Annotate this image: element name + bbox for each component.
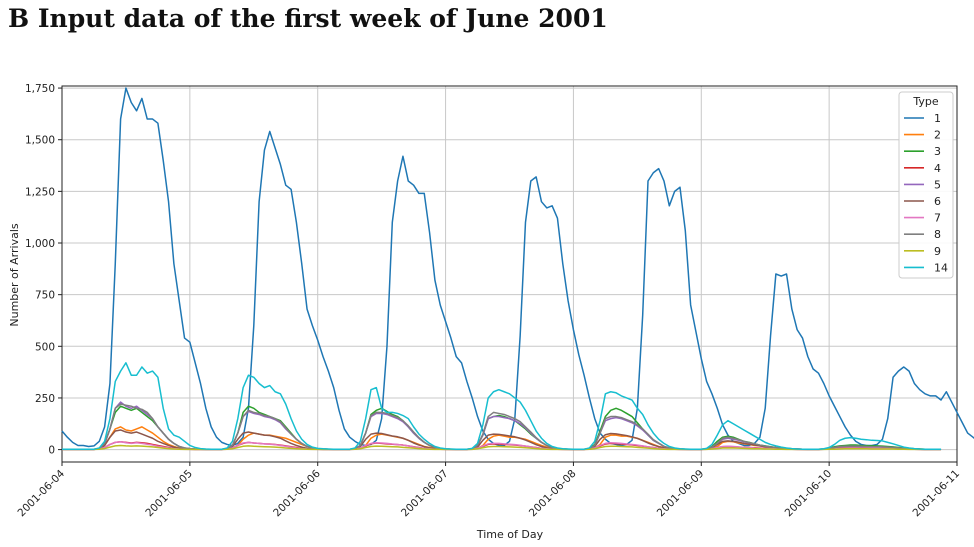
x-tick-label: 2001-06-11 [910, 468, 962, 520]
x-tick-label: 2001-06-10 [783, 468, 835, 520]
x-tick-label: 2001-06-04 [15, 467, 67, 519]
legend-label-4: 4 [934, 162, 941, 175]
legend-label-9: 9 [934, 245, 941, 258]
plot-area-frame [61, 85, 958, 463]
legend: Type 1 2 3 4 5 6 7 8 9 14 [898, 91, 954, 279]
series-line-5 [62, 401, 942, 451]
legend-label-3: 3 [934, 145, 941, 158]
legend-label-7: 7 [934, 212, 941, 225]
series-line-1 [61, 87, 974, 448]
series-line-8 [62, 403, 942, 451]
y-tick-label: 500 [35, 341, 55, 353]
x-tick-label: 2001-06-05 [143, 468, 195, 520]
y-tick-label: 750 [35, 290, 55, 302]
x-tick-label: 2001-06-09 [655, 468, 707, 520]
legend-label-6: 6 [934, 195, 941, 208]
series-line-14 [62, 362, 942, 450]
legend-label-8: 8 [934, 228, 941, 241]
grid-layer [61, 86, 958, 462]
series-line-3 [62, 405, 942, 450]
series-layer [61, 87, 974, 451]
y-axis-label: Number of Arrivals [8, 223, 21, 327]
y-tick-label: 1,750 [25, 83, 55, 95]
x-axis-ticks: 2001-06-04 2001-06-05 2001-06-06 2001-06-07… [15, 462, 962, 519]
y-tick-label: 1,500 [25, 135, 55, 147]
legend-box [898, 91, 954, 279]
legend-label-14: 14 [934, 261, 948, 274]
x-tick-label: 2001-06-08 [527, 468, 579, 520]
x-tick-label: 2001-06-07 [399, 468, 451, 520]
y-axis-ticks: 0 250 500 750 1,000 1,250 1,500 1,750 [25, 83, 62, 457]
x-axis-label: Time of Day [476, 528, 544, 541]
x-tick-label: 2001-06-06 [271, 467, 323, 519]
figure-title: B Input data of the first week of June 2… [8, 4, 608, 33]
y-tick-label: 0 [48, 445, 55, 457]
y-tick-label: 250 [35, 393, 55, 405]
legend-label-2: 2 [934, 129, 941, 142]
y-tick-label: 1,250 [25, 186, 55, 198]
legend-label-5: 5 [934, 178, 941, 191]
legend-title: Type [912, 95, 938, 108]
y-tick-label: 1,000 [25, 238, 55, 250]
legend-label-1: 1 [934, 112, 941, 125]
